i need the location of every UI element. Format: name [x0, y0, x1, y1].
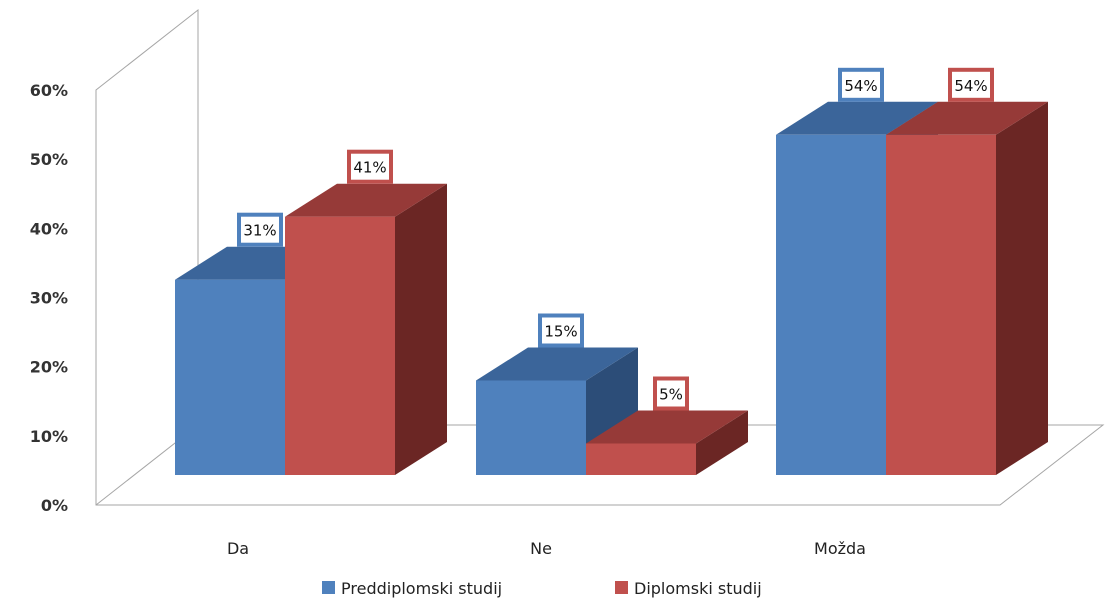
bar-side	[996, 101, 1048, 476]
data-label-text: 54%	[844, 77, 877, 95]
y-tick-label: 30%	[30, 289, 68, 308]
legend: Preddiplomski studij Diplomski studij	[322, 579, 762, 598]
bar-front	[886, 134, 996, 476]
x-tick-label: Da	[227, 539, 249, 558]
x-axis: Da Ne Možda	[227, 539, 866, 558]
x-tick-label: Možda	[814, 539, 866, 558]
data-label-text: 41%	[353, 159, 386, 177]
data-label: 15%	[538, 313, 584, 348]
bar-front	[776, 134, 886, 476]
x-tick-label: Ne	[530, 539, 552, 558]
bar-top	[776, 101, 938, 135]
data-label-box	[653, 376, 689, 411]
bar-top	[285, 183, 447, 217]
y-tick-label: 60%	[30, 81, 68, 100]
bar-top	[586, 410, 748, 444]
legend-label: Diplomski studij	[634, 579, 762, 598]
data-label-text: 54%	[954, 77, 987, 95]
bar-front	[586, 443, 696, 475]
data-label-box	[538, 313, 584, 348]
y-tick-label: 50%	[30, 150, 68, 169]
y-tick-label: 10%	[30, 427, 68, 446]
data-label: 54%	[948, 67, 994, 102]
data-label: 54%	[838, 67, 884, 102]
data-label-box	[838, 67, 884, 102]
data-label: 41%	[347, 149, 393, 184]
bar-ne-diplomski	[586, 410, 748, 475]
legend-item: Preddiplomski studij	[322, 579, 502, 598]
data-label-box	[237, 212, 283, 247]
data-label: 31%	[237, 212, 283, 247]
data-label: 5%	[653, 376, 689, 411]
data-label-box	[948, 67, 994, 102]
data-label-text: 5%	[659, 386, 683, 404]
bar-front	[175, 279, 285, 475]
bar-side	[395, 183, 447, 475]
bar-side	[696, 410, 748, 475]
bar-top	[886, 101, 1048, 135]
legend-swatch	[322, 581, 335, 594]
bar-front	[285, 216, 395, 475]
y-axis: 0% 10% 20% 30% 40% 50% 60%	[30, 81, 68, 515]
bar-top	[476, 347, 638, 381]
data-label-text: 31%	[243, 222, 276, 240]
y-tick-label: 40%	[30, 219, 68, 238]
bar-da-diplomski	[285, 183, 447, 475]
legend-item: Diplomski studij	[615, 579, 762, 598]
data-label-text: 15%	[544, 323, 577, 341]
data-label-box	[347, 149, 393, 184]
y-tick-label: 20%	[30, 358, 68, 377]
data-labels: 31% 41% 15% 5% 54% 54%	[237, 67, 994, 411]
bar-front	[476, 380, 586, 475]
y-tick-label: 0%	[41, 496, 68, 515]
legend-label: Preddiplomski studij	[341, 579, 502, 598]
bar-možda-diplomski	[886, 101, 1048, 476]
legend-swatch	[615, 581, 628, 594]
bars	[175, 101, 1048, 476]
